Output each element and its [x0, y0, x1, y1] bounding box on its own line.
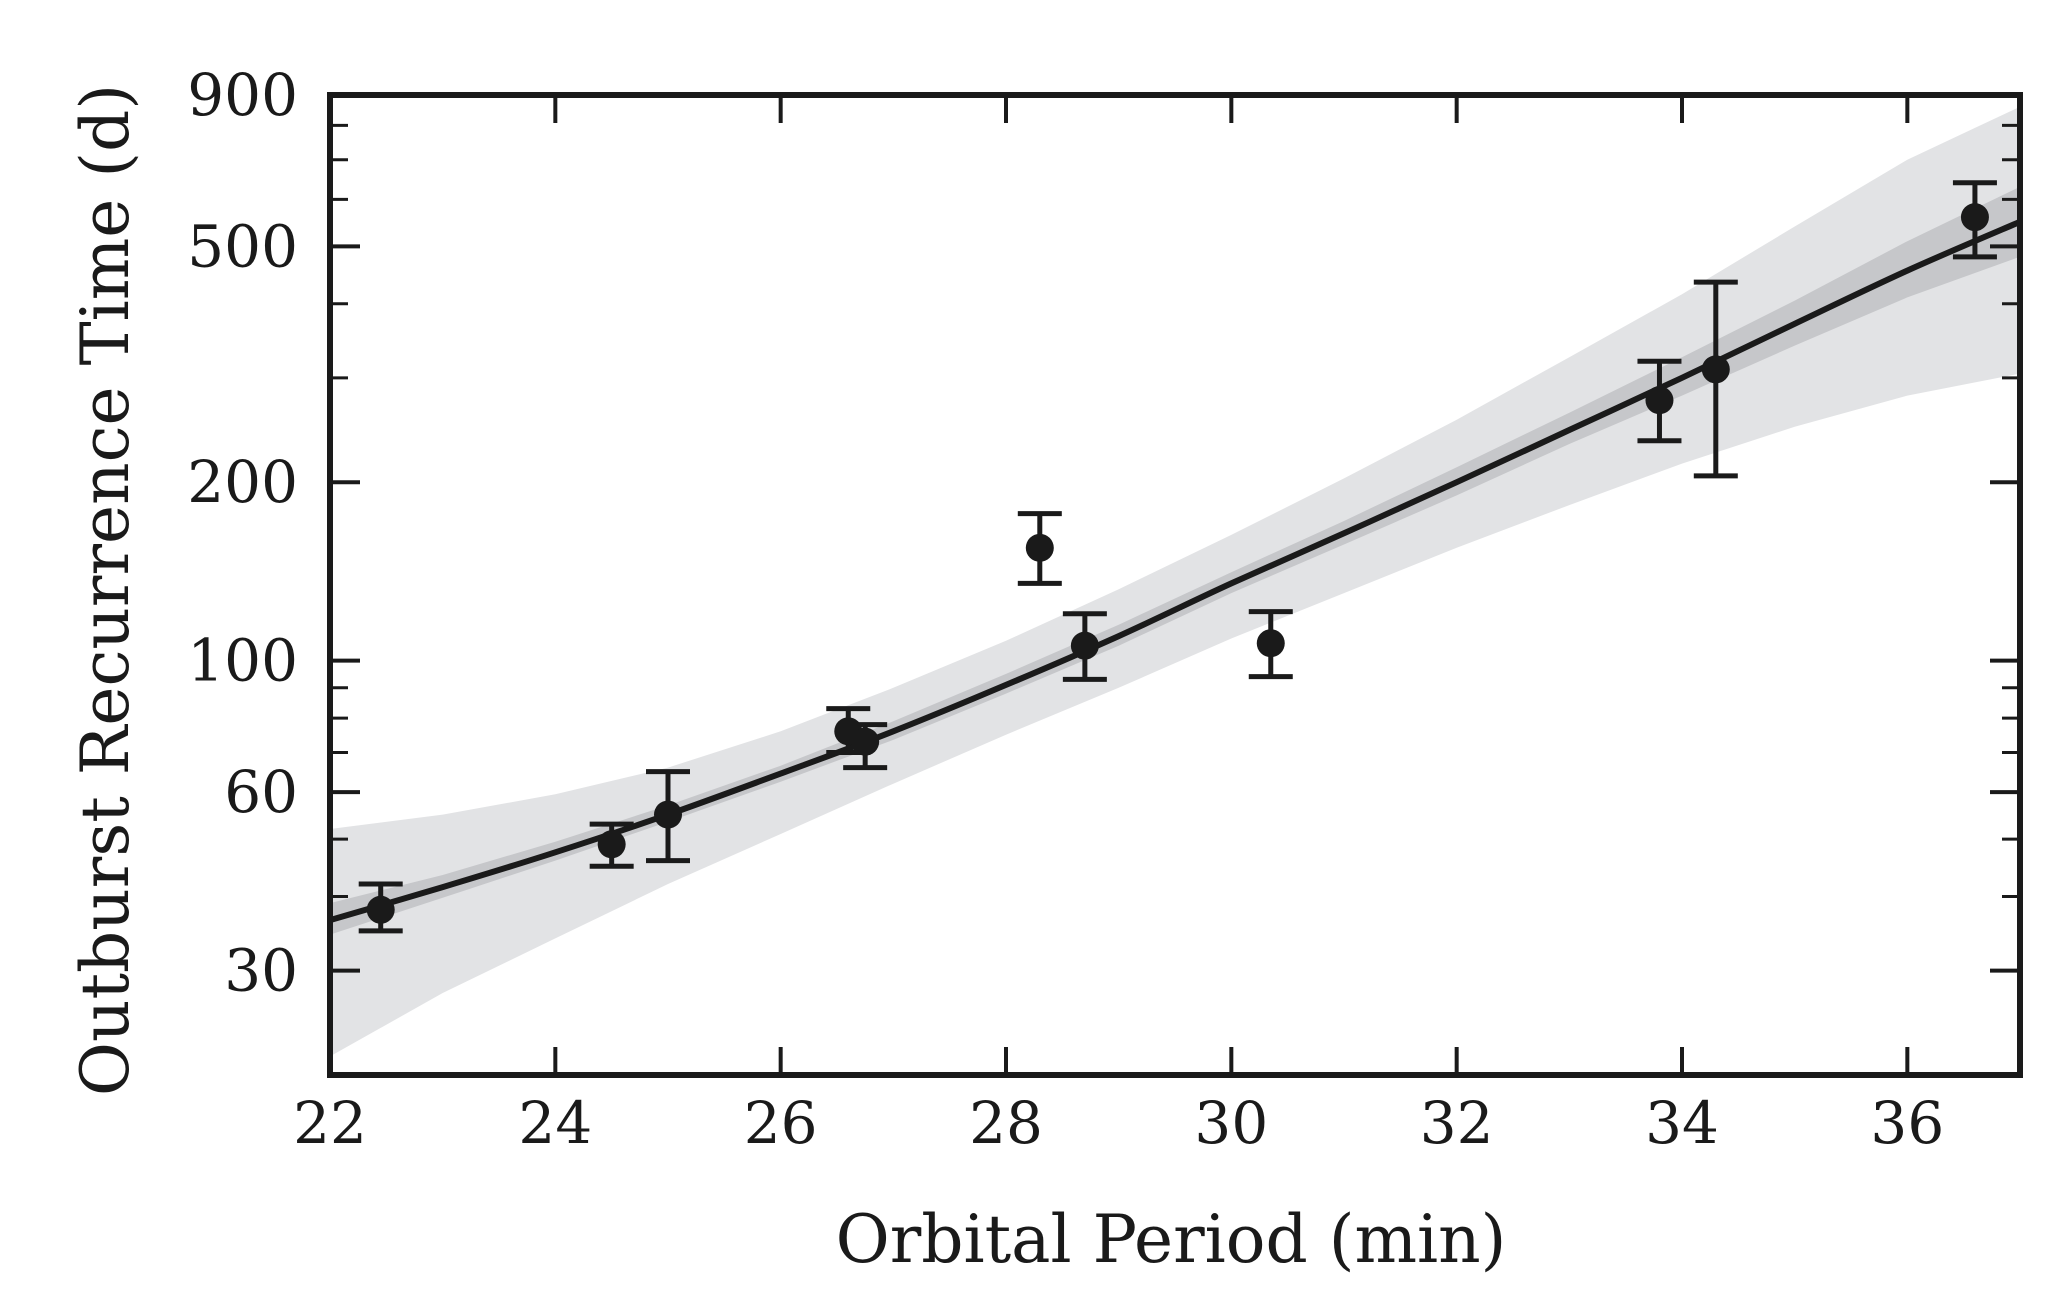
data-point-7	[1062, 611, 1107, 682]
x-tick-label-34: 34	[1645, 1089, 1719, 1157]
data-point-6	[1017, 511, 1062, 586]
y-tick-label-100: 100	[187, 627, 298, 695]
fit-line-group	[330, 219, 2020, 924]
data-marker	[851, 727, 880, 756]
x-tick-label-32: 32	[1420, 1089, 1494, 1157]
x-axis-ticks	[328, 95, 1910, 1075]
x-axis-title: Orbital Period (min)	[836, 1201, 1507, 1278]
fit-line	[330, 219, 2020, 924]
y-tick-label-500: 500	[187, 212, 298, 280]
confidence-bands	[330, 106, 2020, 1057]
data-point-8	[1248, 609, 1293, 680]
y-axis-title: Outburst Recurrence Time (d)	[67, 84, 144, 1096]
x-tick-label-28: 28	[969, 1089, 1043, 1157]
y-tick-label-30: 30	[224, 937, 298, 1005]
data-marker	[1025, 533, 1054, 562]
data-point-2	[589, 821, 634, 869]
x-tick-label-24: 24	[518, 1089, 592, 1157]
x-tick-label-22: 22	[293, 1089, 367, 1157]
y-axis-tick-labels: 30 60 100 200 500 900	[187, 61, 298, 1005]
x-axis-tick-labels: 22 24 26 28 30 32 34 36	[293, 1089, 1944, 1157]
data-marker	[1070, 631, 1099, 660]
data-marker	[654, 800, 682, 829]
data-marker	[1701, 355, 1730, 384]
plot-frame	[327, 92, 2023, 1078]
data-marker	[1960, 203, 1989, 232]
data-marker	[366, 895, 395, 924]
data-point-1	[358, 881, 403, 934]
data-marker	[597, 830, 626, 859]
inner-confidence-band	[330, 186, 2020, 935]
data-point-3	[646, 769, 690, 864]
y-tick-label-200: 200	[187, 448, 298, 516]
data-point-5	[843, 722, 888, 771]
axes-box	[327, 92, 2023, 1078]
x-tick-label-36: 36	[1870, 1089, 1944, 1157]
y-axis-ticks	[330, 93, 2020, 973]
x-tick-label-30: 30	[1194, 1089, 1268, 1157]
data-points	[358, 180, 1997, 934]
outer-confidence-band	[330, 106, 2020, 1057]
y-tick-label-900: 900	[187, 61, 298, 129]
data-marker	[1256, 629, 1285, 658]
y-tick-label-60: 60	[224, 758, 298, 826]
data-point-10	[1693, 279, 1738, 479]
data-marker	[1645, 386, 1674, 415]
data-point-9	[1637, 358, 1682, 444]
x-tick-label-26: 26	[744, 1089, 818, 1157]
data-point-11	[1952, 180, 1997, 260]
